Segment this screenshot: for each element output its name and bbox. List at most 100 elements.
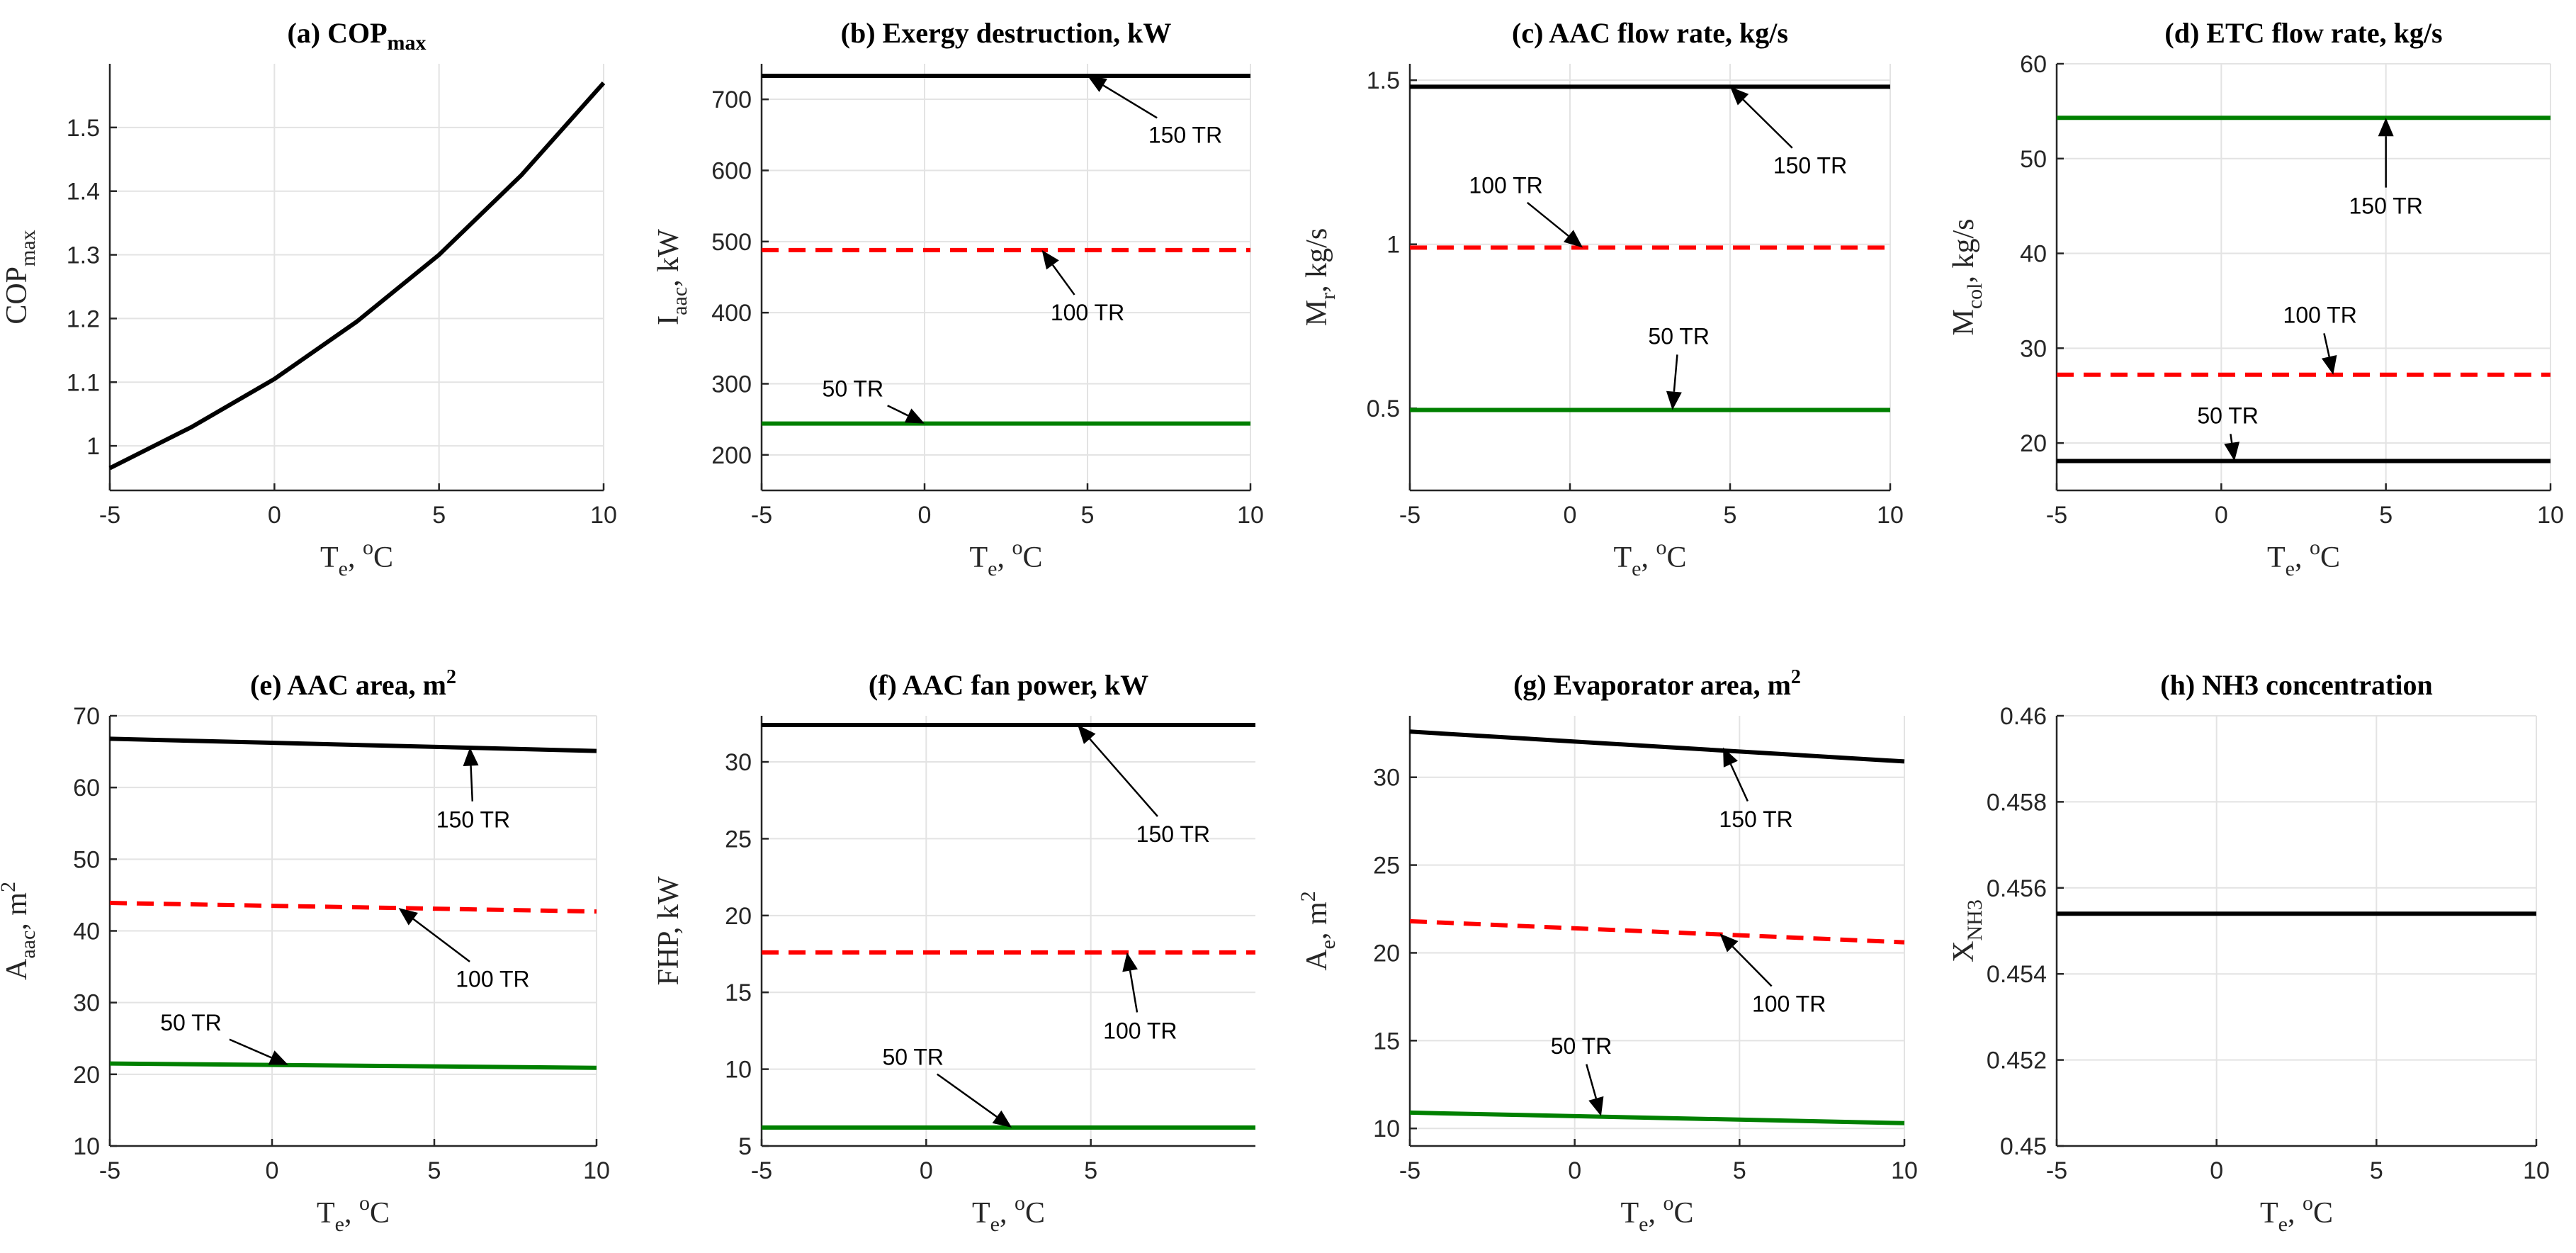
annotation-arrow-shaft	[1129, 970, 1139, 1013]
annotation-arrow-head	[1041, 249, 1059, 270]
chart-a: -5 0 5 10 1 1.1 1.2 1.3 1.4 1.5 (a) COPmax Te, oC CO…	[1, 17, 617, 580]
annotation-arrow-head	[1563, 230, 1583, 248]
annotation-arrow-shaft	[1673, 354, 1678, 392]
annotation-arrow-shaft	[470, 765, 474, 802]
annotation-arrow-shaft	[1527, 201, 1569, 237]
y-tick-label: 1.5	[67, 115, 100, 142]
annotation-arrow-shaft	[937, 1073, 998, 1118]
annotation-arrow-head	[1730, 86, 1749, 106]
x-axis-label: Te, oC	[320, 536, 393, 580]
y-tick-label: 15	[725, 979, 752, 1006]
annotation-label: 50 TR	[1551, 1033, 1612, 1059]
annotation-arrow-shaft	[229, 1038, 272, 1059]
y-axis-label: COPmax	[1, 230, 40, 324]
annotation-arrow-head	[1723, 747, 1738, 768]
chart-f: -5 0 5 5 10 15 20 25 30 150 TR 100 TR 50 TR (f) AAC …	[653, 669, 1255, 1236]
annotation-arrow-head	[1719, 933, 1739, 953]
chart-g: -5 0 5 10 10 15 20 25 30 150 TR 100 TR 50 TR (g) Eva…	[1297, 666, 1918, 1236]
annotation-label: 50 TR	[882, 1044, 944, 1069]
x-tick-label: -5	[99, 1157, 120, 1184]
chart-title: (a) COPmax	[287, 17, 426, 55]
y-axis-label: Mr, kg/s	[1301, 228, 1340, 326]
x-tick-label: -5	[1399, 502, 1420, 529]
x-tick-label: 10	[583, 1157, 610, 1184]
annotation-label: 50 TR	[1648, 323, 1710, 349]
x-tick-label: -5	[2046, 502, 2067, 529]
y-axis-label: Ae, m2	[1297, 891, 1340, 970]
x-tick-label: 5	[2379, 502, 2393, 529]
x-axis-label: Te, oC	[1621, 1191, 1694, 1236]
y-tick-label: 0.5	[1367, 395, 1400, 422]
x-tick-label: 0	[918, 502, 932, 529]
annotation-arrow-head	[992, 1110, 1012, 1128]
y-tick-label: 1	[1386, 232, 1400, 259]
chart-title: (g) Evaporator area, m2	[1513, 666, 1801, 701]
annotation-label: 50 TR	[2197, 403, 2259, 428]
x-tick-label: 10	[2537, 502, 2564, 529]
annotation-arrow-head	[398, 908, 419, 926]
chart-title: (c) AAC flow rate, kg/s	[1512, 17, 1788, 49]
x-tick-label: 10	[1891, 1157, 1918, 1184]
x-tick-label: 0	[920, 1157, 933, 1184]
y-tick-label: 1.4	[67, 179, 100, 206]
annotation-arrow-shaft	[1102, 84, 1158, 119]
x-axis-label: Te, oC	[317, 1191, 390, 1236]
x-tick-label: 0	[266, 1157, 279, 1184]
annotation-label: 50 TR	[160, 1010, 222, 1035]
annotation-label: 100 TR	[1752, 991, 1826, 1016]
chart-title: (d) ETC flow rate, kg/s	[2164, 17, 2442, 49]
x-tick-label: 5	[428, 1157, 441, 1184]
x-axis-label: Te, oC	[2267, 536, 2340, 580]
x-tick-label: 5	[1724, 502, 1737, 529]
y-tick-label: 20	[1373, 940, 1400, 967]
y-tick-label: 700	[711, 86, 752, 113]
annotation-arrow-shaft	[1089, 738, 1158, 817]
annotation-arrow-head	[1588, 1096, 1604, 1116]
annotation-arrow-head	[2321, 355, 2337, 375]
y-tick-label: 0.452	[1987, 1047, 2047, 1074]
annotation-label: 100 TR	[1469, 172, 1542, 198]
x-tick-label: -5	[1399, 1157, 1420, 1184]
y-axis-label: FHP, kW	[653, 876, 685, 985]
y-tick-label: 200	[711, 442, 752, 469]
x-tick-label: 10	[590, 502, 617, 529]
y-tick-label: 15	[1373, 1028, 1400, 1055]
annotation-arrow-shaft	[1742, 99, 1793, 149]
annotation-label: 150 TR	[1773, 153, 1847, 179]
y-tick-label: 20	[73, 1062, 100, 1089]
y-tick-label: 25	[725, 826, 752, 853]
x-axis-label: Te, oC	[2260, 1191, 2333, 1236]
annotation-arrow-shaft	[1586, 1064, 1598, 1099]
annotation-arrow-shaft	[887, 405, 909, 417]
x-tick-label: 0	[2215, 502, 2228, 529]
y-tick-label: 70	[73, 703, 100, 730]
chart-b: -5 0 5 10 200 300 400 500 600 700 150 TR 100 TR 50 T…	[653, 17, 1264, 580]
x-tick-label: 5	[432, 502, 446, 529]
annotation-arrow-shaft	[412, 918, 470, 962]
y-tick-label: 600	[711, 158, 752, 185]
y-axis-label: Iaac, kW	[653, 229, 691, 325]
x-axis-label: Te, oC	[1614, 536, 1687, 580]
y-tick-label: 25	[1373, 853, 1400, 880]
annotation-label: 150 TR	[1136, 821, 1210, 847]
annotation-arrow-head	[2224, 442, 2240, 461]
annotation-label: 150 TR	[2349, 193, 2422, 219]
y-tick-label: 50	[73, 846, 100, 873]
series-line	[109, 901, 597, 914]
x-tick-label: -5	[751, 502, 772, 529]
x-axis-label: Te, oC	[970, 536, 1043, 580]
x-tick-label: 10	[1877, 502, 1904, 529]
y-tick-label: 0.456	[1987, 875, 2047, 902]
x-tick-label: 0	[1564, 502, 1577, 529]
chart-title: (b) Exergy destruction, kW	[841, 17, 1172, 49]
series-line	[1409, 1110, 1905, 1125]
chart-c: -5 0 5 10 0.5 1 1.5 150 TR 100 TR 50 TR (c) AAC fl…	[1301, 17, 1904, 580]
annotation-label: 100 TR	[1103, 1018, 1177, 1043]
x-tick-label: 0	[2210, 1157, 2223, 1184]
x-axis-label: Te, oC	[972, 1191, 1045, 1236]
y-tick-label: 0.46	[2000, 703, 2047, 730]
series-line	[1409, 729, 1905, 764]
y-axis-label: XNH3	[1948, 899, 1987, 962]
series-line	[1409, 918, 1905, 945]
y-tick-label: 1.1	[67, 369, 100, 396]
